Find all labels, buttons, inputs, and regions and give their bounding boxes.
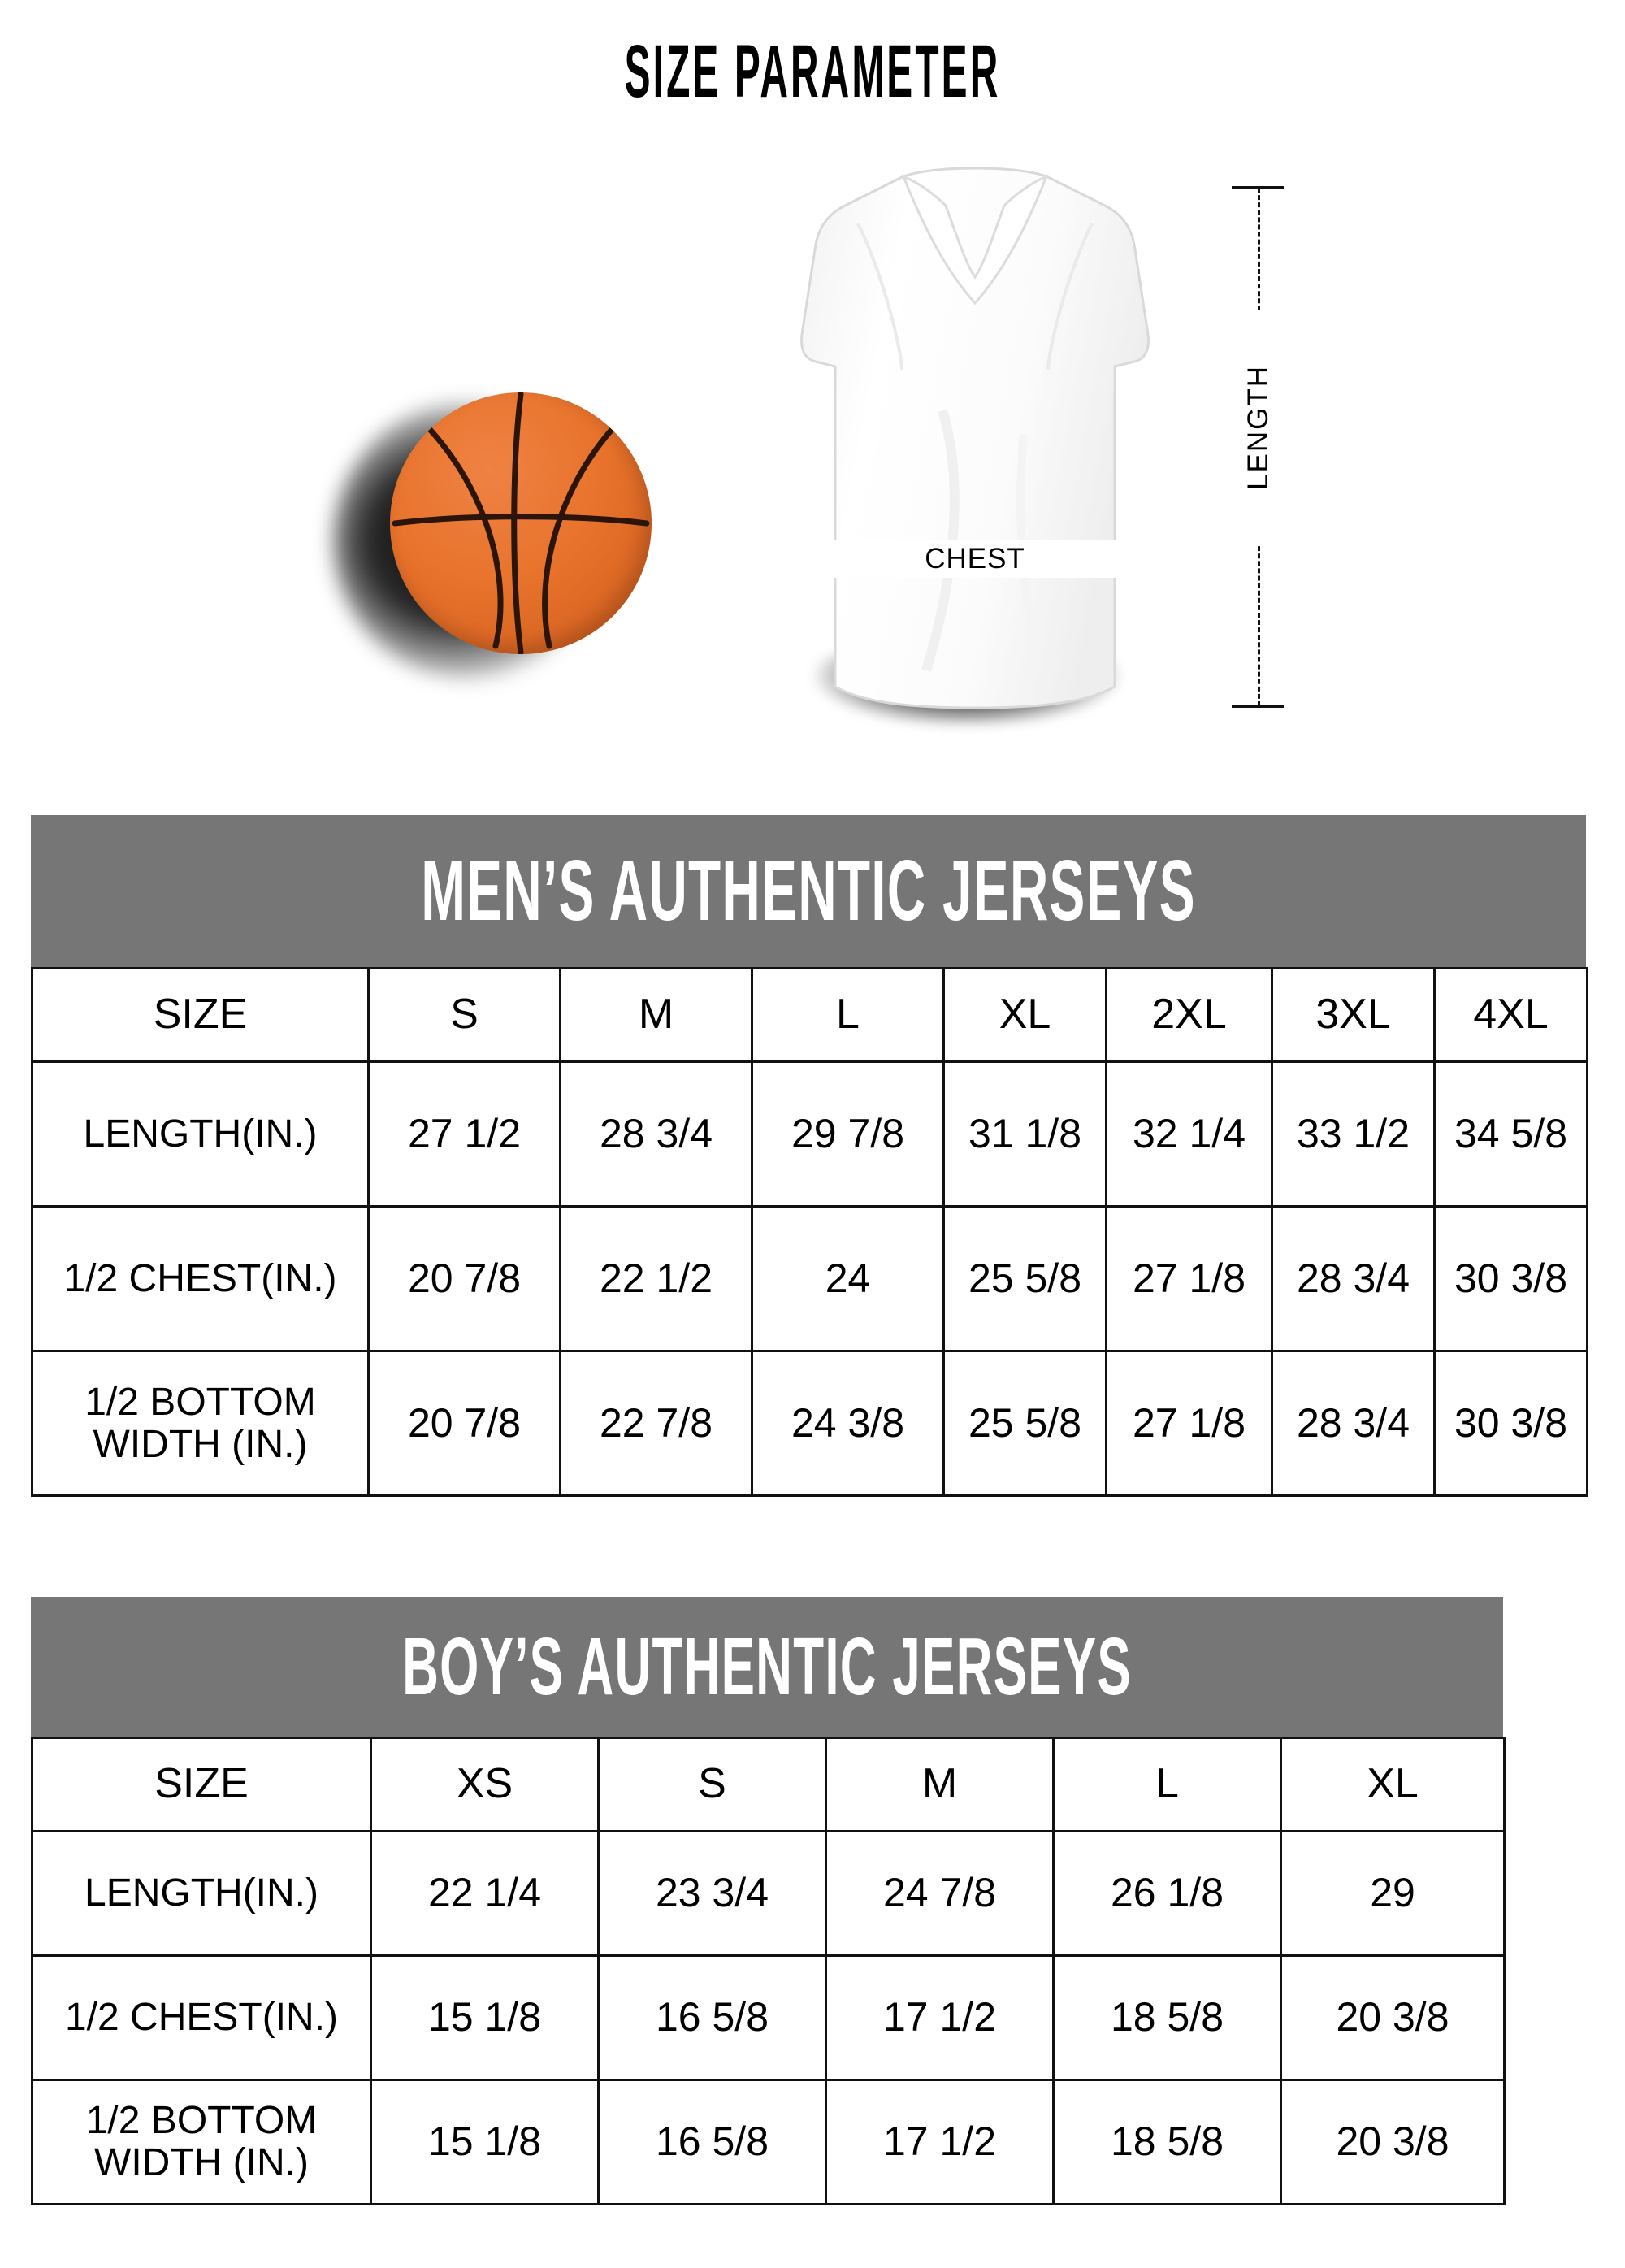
boys-header-s: S — [597, 1737, 827, 1832]
mens-length-4xl: 34 5/8 — [1433, 1060, 1588, 1208]
boys-bottom-s: 16 5/8 — [597, 2079, 827, 2205]
illustration-area: CHEST LENGTH — [0, 142, 1625, 784]
boys-row-length: LENGTH(IN.) 22 1/4 23 3/4 24 7/8 26 1/8 … — [31, 1830, 1506, 1957]
boys-row-half-bottom-width: 1/2 BOTTOM WIDTH (IN.) 15 1/8 16 5/8 17 … — [31, 2079, 1506, 2205]
mens-chest-l: 24 — [751, 1205, 945, 1352]
boys-length-xl: 29 — [1280, 1830, 1506, 1957]
length-dimension: LENGTH — [1211, 183, 1308, 711]
mens-bottom-xl: 25 5/8 — [942, 1350, 1107, 1497]
boys-bottom-l: 18 5/8 — [1052, 2079, 1282, 2205]
mens-chest-xl: 25 5/8 — [942, 1205, 1107, 1352]
boys-row-label-length: LENGTH(IN.) — [31, 1830, 372, 1957]
length-tick-bottom — [1232, 705, 1284, 708]
boys-length-m: 24 7/8 — [825, 1830, 1055, 1957]
page-title: SIZE PARAMETER — [624, 30, 1001, 113]
boys-chest-s: 16 5/8 — [597, 1954, 827, 2081]
mens-bottom-l: 24 3/8 — [751, 1350, 945, 1497]
mens-chest-4xl: 30 3/8 — [1433, 1205, 1588, 1352]
boys-row-label-line2: WIDTH (IN.) — [94, 2141, 309, 2184]
boys-header-xl: XL — [1280, 1737, 1506, 1832]
basketball-seams-icon — [392, 392, 650, 654]
mens-row-label-half-chest: 1/2 CHEST(IN.) — [31, 1205, 370, 1352]
mens-row-label-line2: WIDTH (IN.) — [93, 1422, 308, 1466]
boys-length-s: 23 3/4 — [597, 1830, 827, 1957]
mens-bottom-2xl: 27 1/8 — [1105, 1350, 1273, 1497]
boys-length-xs: 22 1/4 — [370, 1830, 600, 1957]
mens-header-4xl: 4XL — [1433, 967, 1588, 1063]
boys-header-l: L — [1052, 1737, 1282, 1832]
length-tick-top — [1232, 186, 1284, 189]
boys-banner-label: BOY’S AUTHENTIC JERSEYS — [402, 1621, 1132, 1712]
mens-row-half-bottom-width: 1/2 BOTTOM WIDTH (IN.) 20 7/8 22 7/8 24 … — [31, 1350, 1588, 1497]
mens-length-xl: 31 1/8 — [942, 1060, 1107, 1208]
mens-size-chart: MEN’S AUTHENTIC JERSEYS SIZE S M L XL 2X… — [31, 815, 1588, 1497]
mens-chest-2xl: 27 1/8 — [1105, 1205, 1273, 1352]
mens-chest-3xl: 28 3/4 — [1271, 1205, 1436, 1352]
boys-bottom-xs: 15 1/8 — [370, 2079, 600, 2205]
mens-row-label-line1: 1/2 BOTTOM — [84, 1380, 316, 1424]
mens-header-row: SIZE S M L XL 2XL 3XL 4XL — [31, 967, 1588, 1063]
boys-chest-xs: 15 1/8 — [370, 1954, 600, 2081]
mens-header-xl: XL — [942, 967, 1107, 1063]
basketball-sphere — [390, 392, 652, 654]
mens-length-m: 28 3/4 — [559, 1060, 753, 1208]
mens-bottom-3xl: 28 3/4 — [1271, 1350, 1436, 1497]
boys-length-l: 26 1/8 — [1052, 1830, 1282, 1957]
boys-row-label-line1: 1/2 BOTTOM — [85, 2099, 318, 2143]
length-dashed-line-top — [1258, 188, 1260, 362]
mens-header-m: M — [559, 967, 753, 1063]
boys-bottom-xl: 20 3/8 — [1280, 2079, 1506, 2205]
mens-table-banner: MEN’S AUTHENTIC JERSEYS — [31, 815, 1586, 967]
length-label: LENGTH — [1242, 310, 1276, 545]
boys-bottom-m: 17 1/2 — [825, 2079, 1055, 2205]
jersey-icon — [780, 167, 1170, 752]
boys-row-half-chest: 1/2 CHEST(IN.) 15 1/8 16 5/8 17 1/2 18 5… — [31, 1954, 1506, 2081]
mens-chest-m: 22 1/2 — [559, 1205, 753, 1352]
mens-size-table: SIZE S M L XL 2XL 3XL 4XL LENGTH(IN.) 27… — [31, 967, 1588, 1497]
boys-chest-m: 17 1/2 — [825, 1954, 1055, 2081]
boys-header-xs: XS — [370, 1737, 600, 1832]
mens-bottom-4xl: 30 3/8 — [1433, 1350, 1588, 1497]
mens-length-s: 27 1/2 — [367, 1060, 561, 1208]
boys-header-row: SIZE XS S M L XL — [31, 1737, 1506, 1832]
basketball-icon — [333, 386, 666, 711]
boys-chest-xl: 20 3/8 — [1280, 1954, 1506, 2081]
mens-header-3xl: 3XL — [1271, 967, 1436, 1063]
jersey-outline-icon — [800, 167, 1150, 709]
length-dashed-line-bottom — [1258, 531, 1260, 706]
mens-header-s: S — [367, 967, 561, 1063]
mens-length-2xl: 32 1/4 — [1105, 1060, 1273, 1208]
boys-header-m: M — [825, 1737, 1055, 1832]
boys-size-chart: BOY’S AUTHENTIC JERSEYS SIZE XS S M L XL… — [31, 1597, 1506, 2205]
boys-header-size: SIZE — [31, 1737, 372, 1832]
mens-row-label-length: LENGTH(IN.) — [31, 1060, 370, 1208]
boys-size-table: SIZE XS S M L XL LENGTH(IN.) 22 1/4 23 3… — [31, 1737, 1506, 2205]
mens-header-2xl: 2XL — [1105, 967, 1273, 1063]
mens-length-3xl: 33 1/2 — [1271, 1060, 1436, 1208]
mens-chest-s: 20 7/8 — [367, 1205, 561, 1352]
boys-table-banner: BOY’S AUTHENTIC JERSEYS — [31, 1597, 1503, 1737]
boys-row-label-half-bottom-width: 1/2 BOTTOM WIDTH (IN.) — [31, 2079, 372, 2205]
chest-dimension: CHEST — [812, 540, 1138, 578]
mens-header-l: L — [751, 967, 945, 1063]
mens-row-label-half-bottom-width: 1/2 BOTTOM WIDTH (IN.) — [31, 1350, 370, 1497]
mens-row-length: LENGTH(IN.) 27 1/2 28 3/4 29 7/8 31 1/8 … — [31, 1060, 1588, 1208]
chest-label: CHEST — [812, 540, 1138, 578]
mens-row-half-chest: 1/2 CHEST(IN.) 20 7/8 22 1/2 24 25 5/8 2… — [31, 1205, 1588, 1352]
mens-length-l: 29 7/8 — [751, 1060, 945, 1208]
mens-banner-label: MEN’S AUTHENTIC JERSEYS — [421, 843, 1196, 939]
mens-header-size: SIZE — [31, 967, 370, 1063]
boys-row-label-half-chest: 1/2 CHEST(IN.) — [31, 1954, 372, 2081]
boys-chest-l: 18 5/8 — [1052, 1954, 1282, 2081]
mens-bottom-m: 22 7/8 — [559, 1350, 753, 1497]
mens-bottom-s: 20 7/8 — [367, 1350, 561, 1497]
